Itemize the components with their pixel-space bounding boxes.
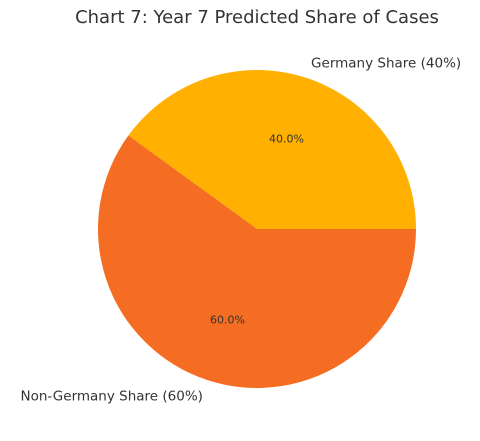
pie-labels: Germany Share (40%) 40.0% Non-Germany Shar… — [21, 56, 462, 405]
slice-percent-label-0: 40.0% — [269, 132, 304, 145]
pie-slice-0 — [128, 70, 416, 230]
chart-title: Chart 7: Year 7 Predicted Share of Cases — [75, 7, 439, 28]
slice-label-1: Non-Germany Share (60%) — [21, 388, 203, 404]
pie-slices — [97, 70, 417, 389]
pie-slice-1 — [97, 135, 417, 389]
slice-percent-label-1: 60.0% — [210, 314, 245, 327]
slice-label-0: Germany Share (40%) — [311, 56, 461, 72]
